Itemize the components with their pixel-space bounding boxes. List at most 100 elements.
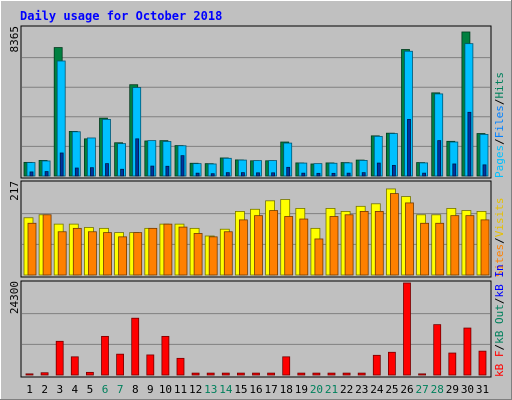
sites-bar [329, 216, 339, 276]
legend-visits: Visits [493, 198, 506, 238]
kbytes-bar [327, 372, 336, 376]
kbytes-bar [252, 372, 260, 376]
kbytes-bar [236, 372, 245, 376]
pages-bar [271, 172, 276, 177]
pages-bar [195, 172, 200, 177]
x-tick-label: 26 [400, 383, 413, 396]
kbytes-bar [297, 372, 306, 376]
x-tick-label: 28 [431, 383, 444, 396]
x-tick-label: 1 [26, 383, 33, 396]
x-tick-label: 10 [159, 383, 172, 396]
pages-bar [256, 172, 260, 177]
sites-bar [344, 214, 354, 276]
kbytes-bar [101, 335, 109, 376]
sites-bar [420, 222, 430, 276]
sites-bar [284, 216, 294, 276]
pages-bar [376, 162, 381, 177]
legend-hits: Hits [493, 72, 506, 99]
sites-bar [148, 227, 158, 276]
kbytes-bar [357, 372, 366, 376]
sites-bar [389, 193, 399, 276]
pages-bar [180, 155, 185, 177]
pages-bar [74, 167, 79, 177]
x-tick-label: 16 [249, 383, 262, 396]
pages-bar [240, 172, 245, 177]
pages-bar [165, 165, 170, 177]
kbytes-bar [312, 372, 321, 376]
x-tick-label: 6 [102, 383, 109, 396]
legend-separator: / [493, 344, 506, 351]
pages-bar [120, 168, 124, 177]
sites-bar [480, 219, 490, 276]
pages-bar [452, 163, 457, 177]
pages-bar [422, 172, 427, 177]
pages-bar [467, 111, 472, 177]
pages-bar [210, 173, 215, 177]
legend-kbytes: kB F/kB Out/kB In [493, 264, 506, 377]
sites-bar [178, 226, 188, 276]
sites-bar [103, 232, 112, 276]
pages-bar [482, 164, 487, 177]
pages-bar [346, 172, 351, 177]
sites-bar [208, 236, 218, 276]
kbytes-bar [40, 372, 49, 376]
x-tick-label: 30 [461, 383, 474, 396]
kbytes-bar [342, 372, 351, 376]
pages-bar [407, 118, 411, 177]
kbytes-bar [161, 335, 170, 376]
x-tick-label: 18 [280, 383, 293, 396]
kbytes-bar [25, 373, 34, 376]
pages-bar [150, 165, 155, 177]
sites-bar [88, 231, 97, 276]
graph-title: Daily usage for October 2018 [20, 9, 222, 23]
pages-bar [286, 166, 291, 177]
kbytes-bar [55, 340, 64, 376]
ymax-label-visits: 217 [8, 181, 21, 201]
x-tick-label: 17 [265, 383, 278, 396]
panel-kbytes [20, 280, 492, 378]
bar-groups [23, 31, 490, 376]
x-tick-label: 3 [56, 383, 63, 396]
kbytes-bar [372, 354, 381, 376]
sites-bar [254, 215, 263, 276]
legend-kb-f: kB F [493, 351, 506, 378]
pages-bar [29, 171, 34, 177]
legend-sites: Sites [493, 244, 506, 277]
sites-bar [118, 236, 127, 276]
x-tick-label: 8 [132, 383, 139, 396]
legend-kb-in: kB In [493, 264, 506, 297]
sites-bar [359, 211, 369, 276]
x-tick-label: 9 [147, 383, 154, 396]
kbytes-bar [403, 282, 411, 376]
kbytes-bar [146, 354, 155, 376]
legend-hits-files-pages: Pages/Files/Hits [493, 72, 506, 178]
pages-bar [391, 164, 396, 177]
kbytes-bar [86, 371, 94, 376]
x-tick-label: 31 [476, 383, 489, 396]
sites-bar [223, 231, 233, 276]
pages-bar [225, 172, 230, 177]
x-tick-label: 2 [41, 383, 48, 396]
sites-bar [405, 202, 414, 276]
sites-bar [450, 215, 460, 276]
sites-bar [72, 227, 82, 276]
sites-bar [435, 222, 445, 276]
x-tick-label: 23 [355, 383, 368, 396]
kbytes-bar [131, 317, 140, 376]
x-tick-label: 13 [204, 383, 217, 396]
sites-bar [374, 211, 384, 276]
kbytes-bar [463, 327, 472, 376]
x-tick-label: 12 [189, 383, 202, 396]
kbytes-bar [176, 357, 185, 376]
x-tick-label: 27 [416, 383, 429, 396]
x-tick-label: 4 [72, 383, 79, 396]
pages-bar [105, 163, 109, 177]
sites-bar [314, 238, 324, 276]
legend-pages: Pages [493, 145, 506, 178]
kbytes-bar [478, 350, 487, 376]
legend-separator: / [493, 298, 506, 305]
legend-kb-out: kB Out [493, 304, 506, 344]
sites-bar [42, 214, 52, 276]
